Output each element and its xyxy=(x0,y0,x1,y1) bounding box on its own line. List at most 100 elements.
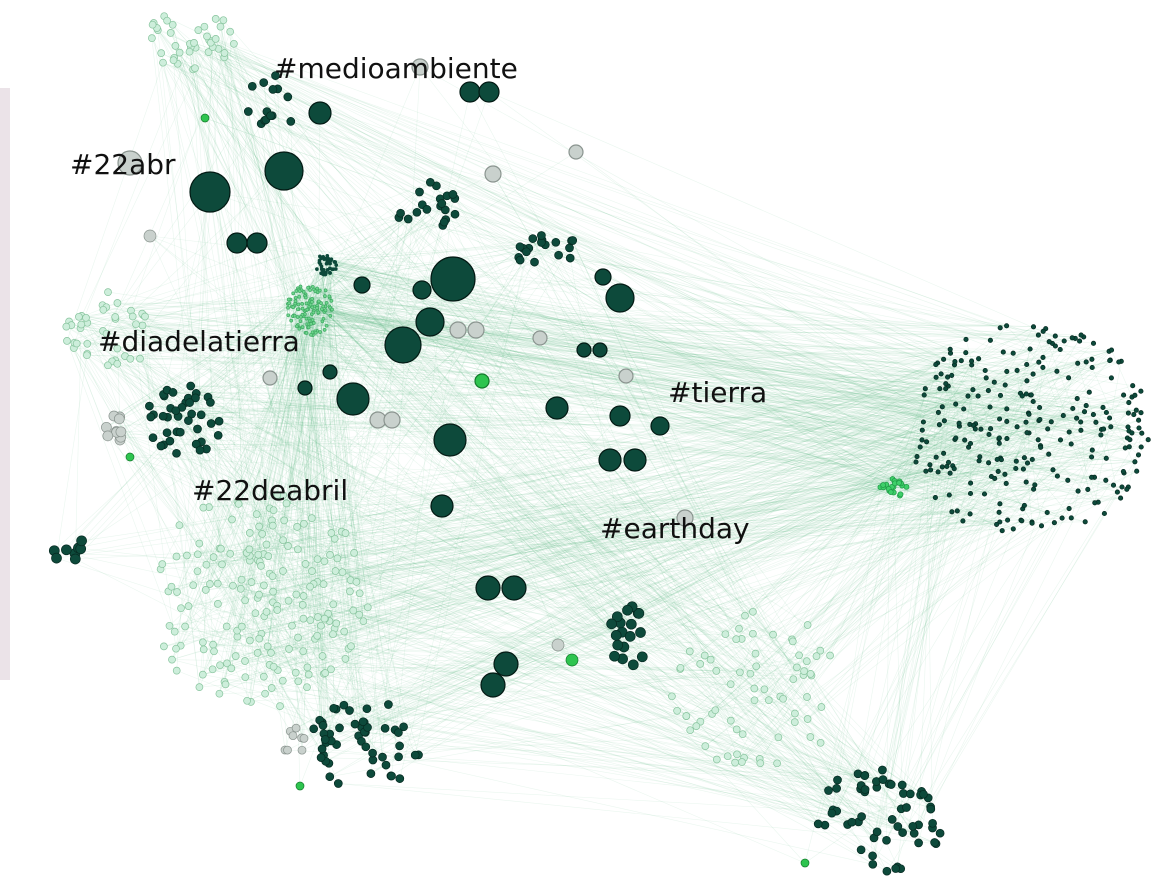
edge xyxy=(85,317,386,729)
edge xyxy=(343,623,612,706)
edge xyxy=(198,29,1063,519)
node xyxy=(1108,424,1114,430)
node xyxy=(609,650,620,662)
node xyxy=(1125,410,1131,416)
edge xyxy=(298,246,521,290)
edge xyxy=(782,394,1031,699)
edge xyxy=(282,274,324,541)
node xyxy=(982,367,988,374)
edge xyxy=(349,483,902,711)
node xyxy=(1078,427,1084,433)
edge xyxy=(153,22,300,329)
edge xyxy=(293,315,1135,463)
edge xyxy=(163,444,713,715)
edge xyxy=(175,45,336,572)
node xyxy=(191,393,200,403)
node xyxy=(259,78,269,87)
edge xyxy=(534,261,884,486)
node xyxy=(355,610,364,619)
node xyxy=(327,294,332,299)
edge xyxy=(115,318,900,496)
edge xyxy=(107,365,800,656)
edge xyxy=(257,652,852,823)
edge xyxy=(419,66,955,366)
edge xyxy=(204,117,717,672)
node xyxy=(962,437,968,443)
node xyxy=(1070,405,1076,412)
edge xyxy=(342,571,919,826)
node xyxy=(292,590,301,599)
node xyxy=(167,582,176,591)
edge xyxy=(363,456,918,622)
node xyxy=(1066,429,1072,435)
edge xyxy=(272,89,1006,475)
edge xyxy=(66,273,323,342)
node xyxy=(104,361,112,370)
node xyxy=(117,150,143,176)
edge xyxy=(162,303,307,565)
node xyxy=(194,26,203,34)
edge xyxy=(353,606,633,611)
edge xyxy=(288,600,323,723)
edge xyxy=(204,26,798,668)
node xyxy=(313,289,318,294)
node xyxy=(1035,437,1041,443)
node xyxy=(1086,389,1092,395)
edge xyxy=(545,244,866,793)
node xyxy=(363,723,372,732)
edge xyxy=(107,365,1137,411)
edge xyxy=(149,405,334,709)
node xyxy=(994,521,1000,527)
edge xyxy=(391,419,757,667)
edge xyxy=(256,310,315,515)
edge xyxy=(188,605,332,742)
edge xyxy=(277,609,705,656)
edge xyxy=(258,594,697,727)
edge xyxy=(317,301,451,441)
edge xyxy=(399,248,530,779)
edge xyxy=(324,363,1078,619)
edge xyxy=(176,555,188,593)
edge xyxy=(106,43,235,334)
edge xyxy=(895,367,1044,869)
edge xyxy=(331,309,884,486)
edge xyxy=(160,505,1025,570)
edge xyxy=(215,18,299,305)
edge xyxy=(149,235,274,511)
edge xyxy=(798,408,1008,656)
edge xyxy=(780,360,1110,697)
node xyxy=(827,808,837,818)
edge xyxy=(322,271,366,733)
node xyxy=(338,568,347,577)
edge xyxy=(175,45,268,112)
edge xyxy=(208,209,446,508)
node xyxy=(1068,515,1074,521)
node xyxy=(359,617,368,626)
node xyxy=(1120,468,1126,475)
node xyxy=(946,492,952,498)
node xyxy=(319,264,324,269)
edge xyxy=(415,421,1007,756)
edge xyxy=(755,483,896,667)
node xyxy=(746,669,755,678)
node xyxy=(1074,396,1080,402)
edge xyxy=(218,48,956,439)
edge xyxy=(534,261,738,755)
edge xyxy=(178,416,947,467)
edge xyxy=(322,655,419,756)
edge xyxy=(330,669,794,680)
edge xyxy=(297,287,991,429)
edge xyxy=(388,704,861,790)
edge xyxy=(149,235,1050,342)
edge xyxy=(117,302,284,541)
edge xyxy=(337,558,903,833)
edge xyxy=(684,348,1031,519)
node xyxy=(361,742,371,752)
edge xyxy=(210,42,265,121)
node xyxy=(185,398,194,407)
edge xyxy=(255,486,1123,614)
edge xyxy=(162,465,953,565)
edge xyxy=(332,213,456,270)
node xyxy=(111,313,120,321)
edge xyxy=(132,316,298,326)
